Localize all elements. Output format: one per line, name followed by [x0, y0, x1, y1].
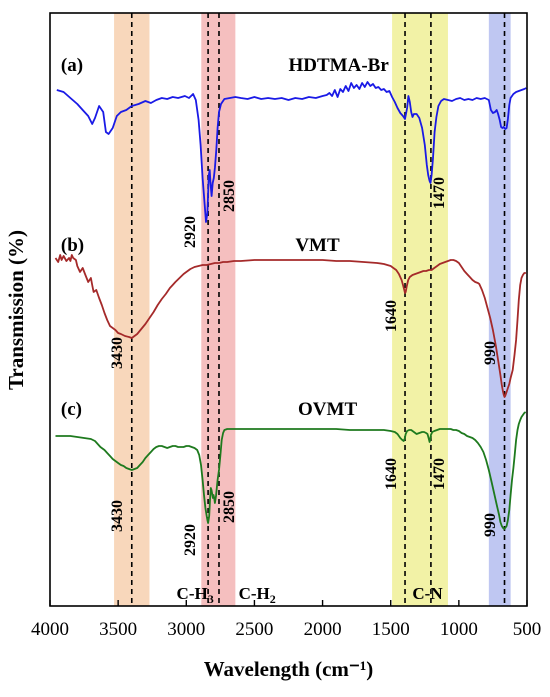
x-axis-title: Wavelength (cm⁻¹)	[204, 657, 374, 681]
peak-label: 1470	[431, 177, 448, 209]
peak-label: 2850	[221, 491, 238, 523]
annotations: (a) (b) (c) HDTMA-Br VMT OVMT 2920 2850 1470 3430…	[61, 55, 499, 606]
x-tick-label-2500: 2500	[235, 619, 273, 640]
highlight-band-2	[392, 13, 448, 606]
series-label: OVMT	[298, 399, 357, 420]
peak-label: 1640	[383, 300, 400, 332]
series-label: HDTMA-Br	[289, 55, 390, 76]
peak-label: 1470	[431, 458, 448, 490]
series-line-vmt	[54, 254, 526, 398]
x-tick-label-1500: 1500	[372, 619, 410, 640]
band-label: C-H3	[177, 584, 214, 606]
x-tick-label-2000: 2000	[304, 619, 342, 640]
peak-label: 2920	[182, 216, 199, 248]
y-axis-title: Transmission (%)	[4, 230, 28, 390]
peak-label: 2920	[182, 524, 199, 556]
reference-lines	[130, 13, 506, 606]
peak-label: 990	[482, 513, 499, 537]
spectra-series	[54, 81, 527, 530]
series-line-hdtma-br	[56, 81, 527, 223]
x-tick-label-500: 500	[513, 619, 542, 640]
peak-label: 990	[482, 341, 499, 365]
series-line-ovmt	[55, 411, 527, 530]
series-label: VMT	[295, 235, 340, 256]
x-tick-label-3000: 3000	[167, 619, 205, 640]
band-label: C-N	[412, 584, 443, 603]
plot-frame	[49, 12, 528, 607]
peak-label: 1640	[383, 458, 400, 490]
panel-label: (a)	[61, 55, 83, 76]
band-label: C-H2	[239, 584, 276, 606]
peak-label: 3430	[109, 337, 126, 369]
peak-label: 2850	[221, 180, 238, 212]
x-axis-ticks: 4000 3500 3000 2500 2000 1500 1000 500	[31, 600, 541, 640]
panel-label: (c)	[61, 399, 82, 420]
x-tick-label-4000: 4000	[31, 619, 69, 640]
x-tick-label-3500: 3500	[99, 619, 137, 640]
peak-label: 3430	[109, 500, 126, 532]
x-tick-label-1000: 1000	[440, 619, 478, 640]
highlight-bands	[114, 13, 511, 606]
panel-label: (b)	[61, 235, 84, 256]
